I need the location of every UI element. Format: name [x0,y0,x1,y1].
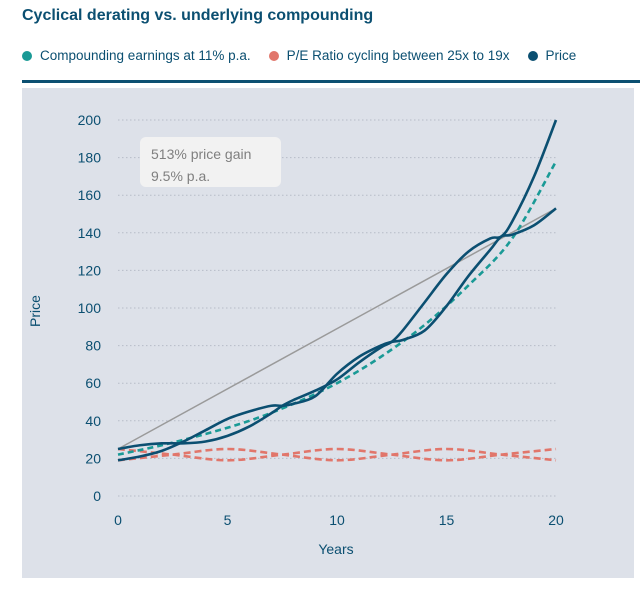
legend-item-price: Price [527,48,577,63]
legend-label-price: Price [545,48,577,63]
x-tick-label: 5 [224,512,232,528]
y-tick-label: 200 [78,112,102,128]
x-tick-label: 10 [329,512,345,528]
y-axis-title: Price [27,295,43,327]
y-tick-label: 120 [78,262,102,278]
y-tick-label: 180 [78,150,102,166]
legend: Compounding earnings at 11% p.a. P/E Rat… [22,48,630,63]
y-tick-label: 0 [93,488,101,504]
legend-dot-price [527,50,538,61]
grid [118,119,556,497]
y-tick-label: 80 [85,338,101,354]
y-tick-labels: 0 20 40 60 80 100 120 140 160 180 200 [78,112,102,504]
annotation: 513% price gain 9.5% p.a. [140,137,281,187]
legend-item-pe: P/E Ratio cycling between 25x to 19x [268,48,510,63]
legend-label-earnings: Compounding earnings at 11% p.a. [40,48,251,63]
x-axis-title: Years [318,541,353,557]
series-line-price [117,119,558,451]
annotation-line-1: 513% price gain [151,146,251,162]
legend-item-earnings: Compounding earnings at 11% p.a. [22,48,251,63]
series-line-pe [117,447,557,462]
y-tick-label: 160 [78,187,102,203]
y-tick-label: 140 [78,225,102,241]
legend-label-pe: P/E Ratio cycling between 25x to 19x [286,48,510,63]
y-tick-label: 40 [85,413,101,429]
series-line-price [117,207,557,462]
x-tick-label: 0 [114,512,122,528]
y-tick-label: 20 [85,450,101,466]
y-tick-label: 60 [85,375,101,391]
series-line-earnings [117,160,558,456]
x-tick-labels: 0 5 10 15 20 [114,512,564,528]
annotation-line-2: 9.5% p.a. [151,168,210,184]
series-group [117,119,558,462]
series-line-trend [117,207,557,450]
x-tick-label: 15 [439,512,455,528]
legend-dot-pe [268,50,279,61]
y-tick-label: 100 [78,300,102,316]
x-tick-label: 20 [548,512,564,528]
series-line-pe [117,447,557,462]
chart-title: Cyclical derating vs. underlying compoun… [22,7,374,24]
annotation-box [140,137,281,187]
legend-dot-earnings [22,50,32,61]
header-rule [22,80,640,83]
